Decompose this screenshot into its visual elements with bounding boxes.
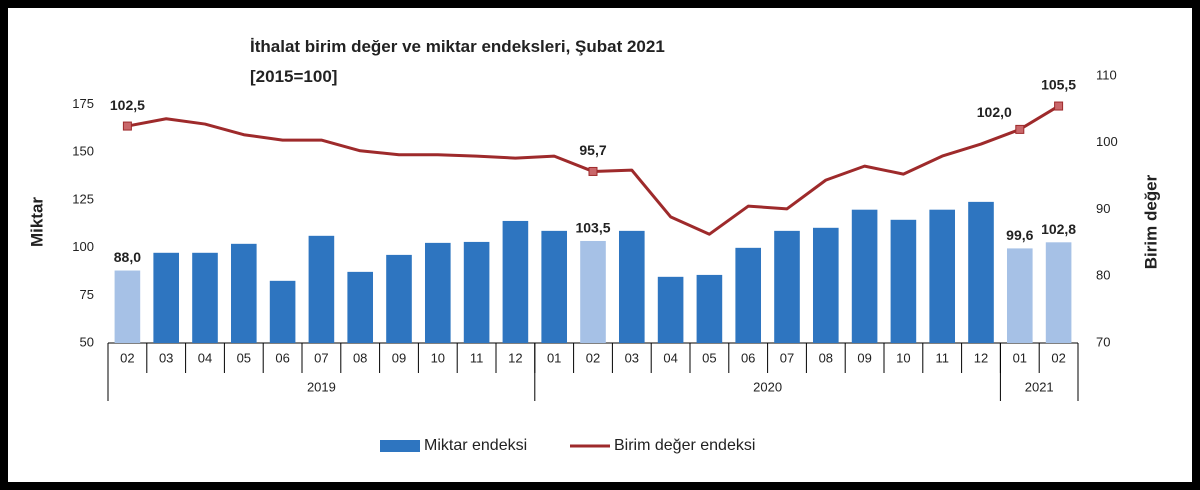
x-tick-label: 05 bbox=[702, 350, 716, 365]
group-label: 2020 bbox=[753, 379, 782, 394]
x-tick-label: 01 bbox=[1013, 350, 1027, 365]
legend-label: Birim değer endeksi bbox=[614, 437, 755, 454]
bar bbox=[1006, 248, 1033, 343]
y2-tick-label: 80 bbox=[1096, 268, 1110, 283]
bar bbox=[812, 227, 839, 343]
y-tick-label: 150 bbox=[72, 144, 94, 159]
y-tick-label: 125 bbox=[72, 191, 94, 206]
y2-axis-title: Birim değer bbox=[1141, 174, 1160, 269]
group-label: 2019 bbox=[307, 379, 336, 394]
data-label: 95,7 bbox=[579, 142, 606, 158]
data-label: 102,0 bbox=[977, 104, 1012, 120]
legend-label: Miktar endeksi bbox=[424, 437, 527, 454]
bar bbox=[1045, 242, 1072, 343]
bar bbox=[890, 219, 917, 343]
x-tick-label: 04 bbox=[198, 350, 212, 365]
chart-subtitle: [2015=100] bbox=[250, 67, 337, 86]
bar bbox=[386, 254, 412, 343]
bar bbox=[851, 209, 878, 343]
bar bbox=[968, 201, 994, 343]
bar bbox=[308, 235, 335, 343]
x-tick-label: 01 bbox=[547, 350, 561, 365]
bar bbox=[580, 240, 606, 343]
bar bbox=[541, 230, 568, 343]
legend-swatch bbox=[380, 440, 420, 452]
bar bbox=[114, 270, 141, 343]
data-label: 102,8 bbox=[1041, 221, 1076, 237]
group-label: 2021 bbox=[1025, 379, 1054, 394]
bar bbox=[735, 247, 762, 343]
bar bbox=[618, 230, 645, 343]
x-tick-label: 08 bbox=[353, 350, 367, 365]
x-tick-label: 02 bbox=[586, 350, 600, 365]
bar bbox=[657, 276, 684, 343]
bar bbox=[153, 252, 180, 343]
bar bbox=[696, 274, 723, 343]
bar bbox=[929, 209, 956, 343]
bar bbox=[192, 252, 218, 343]
bar bbox=[269, 280, 296, 343]
x-tick-label: 05 bbox=[237, 350, 251, 365]
x-tick-label: 06 bbox=[741, 350, 755, 365]
y-axis-title: Miktar bbox=[27, 197, 46, 247]
chart-title: İthalat birim değer ve miktar endeksleri… bbox=[250, 37, 665, 56]
x-tick-label: 07 bbox=[780, 350, 794, 365]
y2-tick-label: 110 bbox=[1096, 67, 1117, 82]
x-tick-label: 10 bbox=[896, 350, 910, 365]
data-label: 88,0 bbox=[114, 249, 141, 265]
bar bbox=[424, 242, 451, 343]
y2-tick-label: 100 bbox=[1096, 134, 1118, 149]
x-tick-label: 03 bbox=[159, 350, 173, 365]
y2-tick-label: 90 bbox=[1096, 201, 1110, 216]
x-tick-label: 10 bbox=[431, 350, 445, 365]
x-tick-label: 08 bbox=[819, 350, 833, 365]
x-tick-label: 02 bbox=[1051, 350, 1065, 365]
x-tick-label: 06 bbox=[275, 350, 289, 365]
data-label: 103,5 bbox=[575, 220, 610, 236]
y-tick-label: 100 bbox=[72, 239, 94, 254]
bar bbox=[230, 243, 257, 343]
x-tick-label: 04 bbox=[663, 350, 677, 365]
data-label: 105,5 bbox=[1041, 77, 1076, 93]
x-tick-label: 03 bbox=[625, 350, 639, 365]
x-tick-label: 07 bbox=[314, 350, 328, 365]
line-marker bbox=[588, 166, 598, 176]
x-tick-label: 11 bbox=[470, 350, 484, 365]
x-tick-label: 12 bbox=[974, 350, 988, 365]
x-tick-label: 12 bbox=[508, 350, 522, 365]
x-tick-label: 09 bbox=[392, 350, 406, 365]
line-marker bbox=[1015, 124, 1025, 134]
bar bbox=[463, 241, 490, 343]
line-marker bbox=[1054, 101, 1064, 111]
data-label: 102,5 bbox=[110, 97, 145, 113]
bar bbox=[774, 230, 800, 343]
y2-tick-label: 70 bbox=[1096, 334, 1110, 349]
x-tick-label: 02 bbox=[120, 350, 134, 365]
y-tick-label: 50 bbox=[80, 334, 94, 349]
bar bbox=[502, 220, 529, 343]
y-tick-label: 75 bbox=[80, 287, 94, 302]
data-label: 99,6 bbox=[1006, 227, 1033, 243]
bar bbox=[347, 271, 374, 343]
y-tick-label: 175 bbox=[72, 96, 94, 111]
x-tick-label: 09 bbox=[857, 350, 871, 365]
x-tick-label: 11 bbox=[935, 350, 949, 365]
line-marker bbox=[122, 121, 132, 131]
